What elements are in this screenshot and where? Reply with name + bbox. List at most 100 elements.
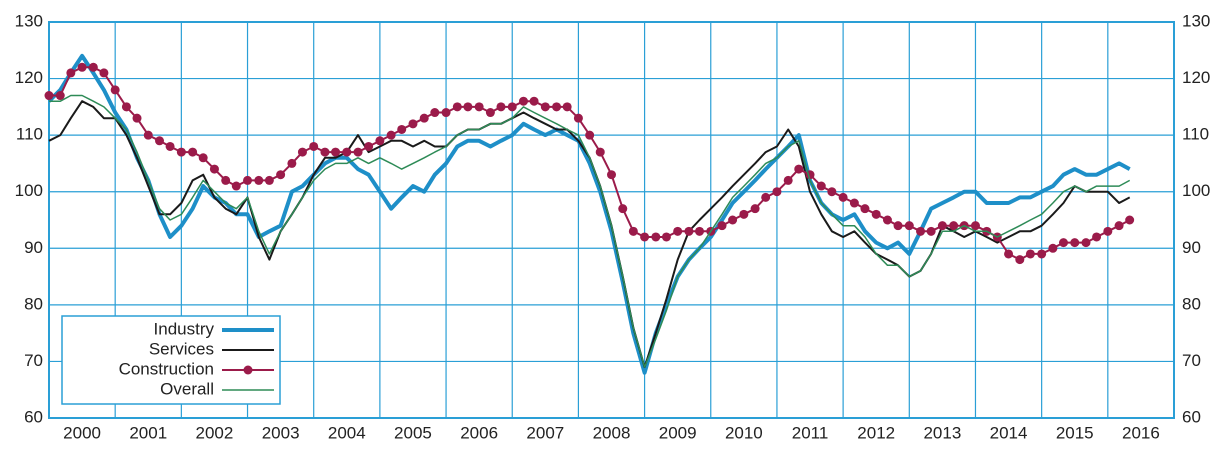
y-tick-label: 120 — [15, 68, 43, 87]
series-marker — [618, 204, 628, 214]
series-marker — [66, 68, 76, 78]
x-tick-label: 2008 — [593, 423, 631, 442]
x-tick-label: 2002 — [196, 423, 234, 442]
series-marker — [607, 170, 616, 180]
x-tick-label: 2000 — [63, 423, 101, 442]
series-marker — [110, 85, 120, 95]
y2-tick-label: 70 — [1182, 351, 1201, 370]
y2-tick-label: 120 — [1182, 68, 1210, 87]
series-marker — [673, 226, 683, 236]
series-marker — [937, 221, 947, 231]
x-tick-label: 2007 — [526, 423, 564, 442]
series-marker — [320, 147, 330, 157]
series-marker — [507, 102, 517, 112]
series-marker — [397, 124, 407, 134]
series-marker — [1125, 215, 1135, 225]
series-marker — [1092, 232, 1102, 242]
series-marker — [970, 221, 980, 231]
y2-tick-label: 90 — [1182, 238, 1201, 257]
x-tick-label: 2001 — [129, 423, 167, 442]
series-marker — [1081, 238, 1091, 248]
series-marker — [430, 108, 440, 118]
x-tick-label: 2014 — [990, 423, 1028, 442]
series-marker — [264, 175, 274, 185]
y-tick-label: 80 — [24, 294, 43, 313]
series-marker — [1004, 249, 1014, 259]
series-marker — [1070, 238, 1080, 248]
series-marker — [949, 221, 959, 231]
series-marker — [860, 204, 870, 214]
y-tick-label: 70 — [24, 351, 43, 370]
series-marker — [463, 102, 473, 112]
x-tick-label: 2005 — [394, 423, 432, 442]
x-tick-label: 2009 — [659, 423, 697, 442]
series-marker — [518, 96, 528, 106]
series-marker — [783, 175, 793, 185]
series-marker — [419, 113, 429, 123]
series-marker — [750, 204, 760, 214]
series-marker — [209, 164, 219, 174]
series-marker — [287, 158, 297, 168]
series-marker — [628, 226, 638, 236]
legend-marker — [243, 365, 253, 375]
series-marker — [474, 102, 484, 112]
x-tick-label: 2004 — [328, 423, 366, 442]
series-marker — [342, 147, 352, 157]
series-marker — [1114, 221, 1124, 231]
series-marker — [452, 102, 462, 112]
y-tick-label: 90 — [24, 238, 43, 257]
series-marker — [297, 147, 307, 157]
series-marker — [309, 141, 319, 151]
series-marker — [838, 192, 848, 202]
series-marker — [1037, 249, 1047, 259]
series-marker — [176, 147, 186, 157]
series-marker — [717, 221, 727, 231]
series-marker — [165, 141, 175, 151]
series-marker — [585, 130, 595, 140]
series-marker — [254, 175, 264, 185]
series-marker — [893, 221, 903, 231]
series-marker — [695, 226, 705, 236]
series-marker — [529, 96, 539, 106]
y-tick-label: 130 — [15, 11, 43, 30]
series-marker — [926, 226, 936, 236]
y2-tick-label: 80 — [1182, 294, 1201, 313]
series-marker — [827, 187, 837, 197]
series-marker — [496, 102, 506, 112]
series-marker — [221, 175, 231, 185]
x-tick-label: 2013 — [923, 423, 961, 442]
series-marker — [794, 164, 804, 174]
legend-label: Services — [149, 339, 214, 358]
series-marker — [761, 192, 771, 202]
x-tick-label: 2016 — [1122, 423, 1160, 442]
series-marker — [1058, 238, 1068, 248]
series-line — [49, 94, 1131, 368]
series-marker — [188, 147, 198, 157]
series-marker — [816, 181, 826, 191]
series-marker — [540, 102, 550, 112]
series-marker — [651, 232, 661, 242]
series-marker — [44, 91, 54, 101]
series-marker — [640, 232, 650, 242]
series-marker — [728, 215, 738, 225]
y-tick-label: 110 — [16, 125, 43, 144]
x-tick-label: 2006 — [460, 423, 498, 442]
series-marker — [739, 209, 749, 219]
series-marker — [849, 198, 859, 208]
series-marker — [198, 153, 208, 163]
series-marker — [243, 175, 253, 185]
series-marker — [132, 113, 142, 123]
y-tick-label: 100 — [15, 181, 43, 200]
series-marker — [552, 102, 562, 112]
series-marker — [121, 102, 131, 112]
legend-label: Construction — [119, 359, 214, 378]
series-marker — [871, 209, 881, 219]
series-marker — [1025, 249, 1035, 259]
x-tick-label: 2012 — [857, 423, 895, 442]
series-marker — [276, 170, 286, 180]
x-tick-label: 2015 — [1056, 423, 1094, 442]
series-marker — [661, 232, 671, 242]
series-line — [47, 53, 1131, 375]
x-tick-label: 2010 — [725, 423, 763, 442]
